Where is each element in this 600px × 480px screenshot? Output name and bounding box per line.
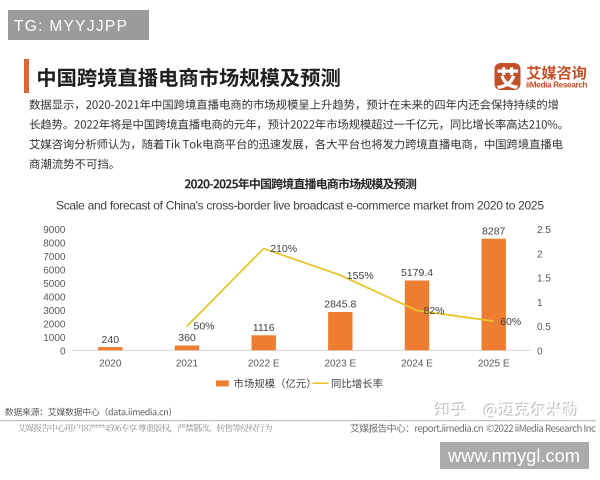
svg-text:82%: 82% <box>424 305 445 317</box>
svg-text:iiMedia Research: iiMedia Research <box>526 80 588 90</box>
svg-text:Scale and forecast of China's: Scale and forecast of China's cross-bord… <box>56 199 544 213</box>
svg-text:1000: 1000 <box>43 333 66 344</box>
svg-text:50%: 50% <box>194 321 215 333</box>
svg-text:5000: 5000 <box>43 279 66 290</box>
svg-text:8287: 8287 <box>482 225 506 237</box>
svg-text:210%: 210% <box>270 243 297 255</box>
svg-text:155%: 155% <box>347 270 374 282</box>
svg-text:TG: MYYJJPP: TG: MYYJJPP <box>14 18 128 35</box>
svg-text:4000: 4000 <box>43 293 66 304</box>
svg-text:0: 0 <box>60 346 66 357</box>
svg-text:2025 E: 2025 E <box>478 359 510 370</box>
svg-text:2020: 2020 <box>99 359 122 370</box>
svg-text:3000: 3000 <box>43 306 66 317</box>
svg-text:8000: 8000 <box>43 239 66 250</box>
svg-text:240: 240 <box>102 334 120 346</box>
svg-text:0.5: 0.5 <box>537 322 551 333</box>
svg-text:360: 360 <box>178 332 196 344</box>
svg-text:2024 E: 2024 E <box>401 359 433 370</box>
svg-text:2845.8: 2845.8 <box>324 299 356 311</box>
svg-text:5179.4: 5179.4 <box>401 267 433 279</box>
svg-text:1116: 1116 <box>253 322 275 334</box>
svg-text:6000: 6000 <box>43 266 66 277</box>
svg-text:2.5: 2.5 <box>537 225 551 236</box>
svg-text:2000: 2000 <box>43 320 66 331</box>
svg-text:2: 2 <box>537 249 543 260</box>
svg-text:7000: 7000 <box>43 252 66 263</box>
svg-text:2022 E: 2022 E <box>248 359 280 370</box>
svg-text:1: 1 <box>537 298 543 309</box>
svg-text:2021: 2021 <box>176 359 199 370</box>
svg-text:60%: 60% <box>500 316 521 328</box>
svg-text:www.nmygl.com: www.nmygl.com <box>447 445 580 466</box>
svg-text:2023 E: 2023 E <box>324 359 356 370</box>
svg-text:1.5: 1.5 <box>537 274 551 285</box>
svg-text:9000: 9000 <box>43 225 66 236</box>
svg-text:0: 0 <box>537 346 543 357</box>
